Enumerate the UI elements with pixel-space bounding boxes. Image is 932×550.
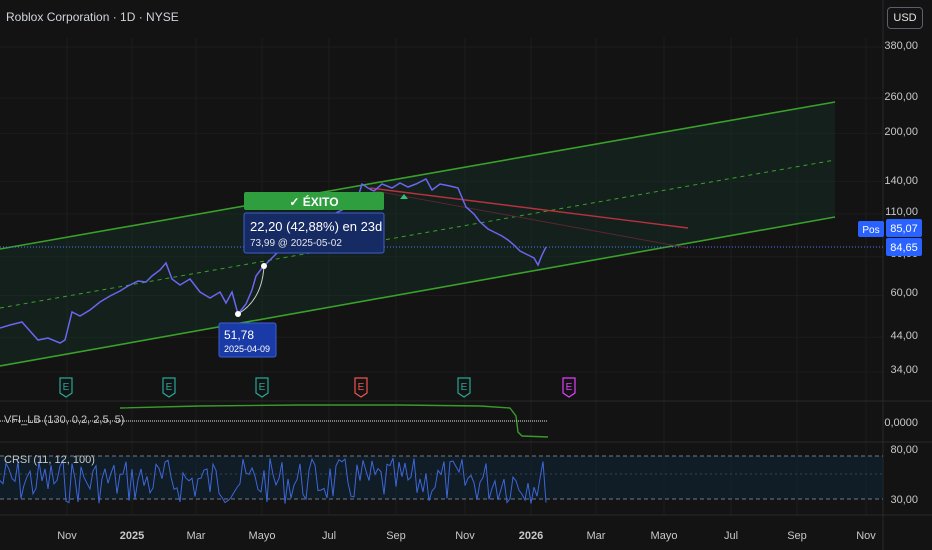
success-label: ✓ ÉXITO [289, 194, 338, 209]
vfi-line [119, 404, 549, 438]
price-tick-label: 380,00 [884, 40, 918, 52]
price-tick-label: 200,00 [884, 126, 918, 138]
crsi-indicator-label[interactable]: CRSI (11, 12, 100) [4, 454, 95, 466]
time-axis-label: Sep [787, 530, 807, 542]
earnings-marker-shape [457, 377, 471, 398]
pos-value: 85,07 [890, 223, 918, 235]
success-badge-bg [244, 192, 384, 210]
trade-arc [237, 265, 265, 315]
earnings-marker-label: E [166, 382, 173, 393]
vfi-indicator-label[interactable]: VFI_LB (130, 0,2, 2,5, 5) [4, 414, 125, 426]
earnings-marker[interactable]: E [59, 377, 73, 398]
earnings-marker[interactable]: E [255, 377, 269, 398]
time-axis-label: Jul [724, 530, 738, 542]
time-axis-label: Mar [587, 530, 606, 542]
earnings-marker[interactable]: E [562, 377, 576, 398]
crsi-line [0, 457, 547, 504]
price-tick-label: 44,00 [890, 330, 918, 342]
pos-badge-label: Pos [862, 225, 879, 236]
earnings-marker-label: E [259, 382, 266, 393]
earnings-marker-shape [562, 377, 576, 398]
earnings-marker-shape [354, 377, 368, 398]
price-tick-label: 60,00 [890, 287, 918, 299]
channel-upper-line [0, 101, 836, 250]
time-axis-label: Nov [455, 530, 475, 542]
earnings-marker-label: E [566, 382, 573, 393]
time-axis-label: Jul [322, 530, 336, 542]
time-axis-label: Nov [856, 530, 876, 542]
earnings-marker[interactable]: E [162, 377, 176, 398]
entry-box [218, 322, 277, 358]
time-axis-label: Sep [386, 530, 406, 542]
price-tick-label: 140,00 [884, 175, 918, 187]
earnings-marker[interactable]: E [354, 377, 368, 398]
entry-point [235, 311, 241, 317]
target-text: 73,99 @ 2025-05-02 [250, 238, 342, 249]
time-axis-label: Mayo [651, 530, 678, 542]
currency-button[interactable]: USD [887, 7, 923, 29]
crsi-axis-top: 80,00 [890, 444, 918, 456]
last-price-badge [886, 238, 922, 256]
resistance-projection-line [369, 189, 689, 249]
earnings-marker-shape [59, 377, 73, 398]
signal-marker [400, 194, 408, 199]
gain-box [243, 212, 385, 254]
resistance-line [369, 187, 689, 229]
price-tick-label: 110,00 [885, 206, 918, 218]
time-axis-label: 2026 [519, 530, 543, 542]
gain-text: 22,20 (42,88%) en 23d [250, 219, 382, 234]
vfi-axis-label: 0,0000 [884, 417, 918, 429]
symbol-title: Roblox Corporation · 1D · NYSE [6, 10, 179, 24]
earnings-marker-label: E [358, 382, 365, 393]
earnings-marker-shape [255, 377, 269, 398]
pos-value-badge [886, 219, 922, 237]
time-axis-label: Mar [187, 530, 206, 542]
earnings-marker-shape [162, 377, 176, 398]
success-badge: ✓ ÉXITO [244, 192, 384, 210]
time-axis-label: Nov [57, 530, 77, 542]
price-tick-label: 34,00 [890, 364, 918, 376]
entry-date: 2025-04-09 [224, 344, 270, 354]
time-axis-label: 2025 [120, 530, 144, 542]
last-price-value: 84,65 [890, 242, 918, 254]
pos-badge [858, 221, 884, 237]
exit-point [261, 263, 267, 269]
channel-lower-line [0, 216, 836, 367]
time-axis-label: Mayo [249, 530, 276, 542]
earnings-marker-label: E [461, 382, 468, 393]
channel-mid-line [0, 159, 836, 309]
earnings-marker-label: E [63, 382, 70, 393]
entry-price: 51,78 [224, 328, 254, 342]
price-tick-label: 260,00 [884, 91, 918, 103]
crsi-axis-bottom: 30,00 [890, 494, 918, 506]
earnings-marker[interactable]: E [457, 377, 471, 398]
